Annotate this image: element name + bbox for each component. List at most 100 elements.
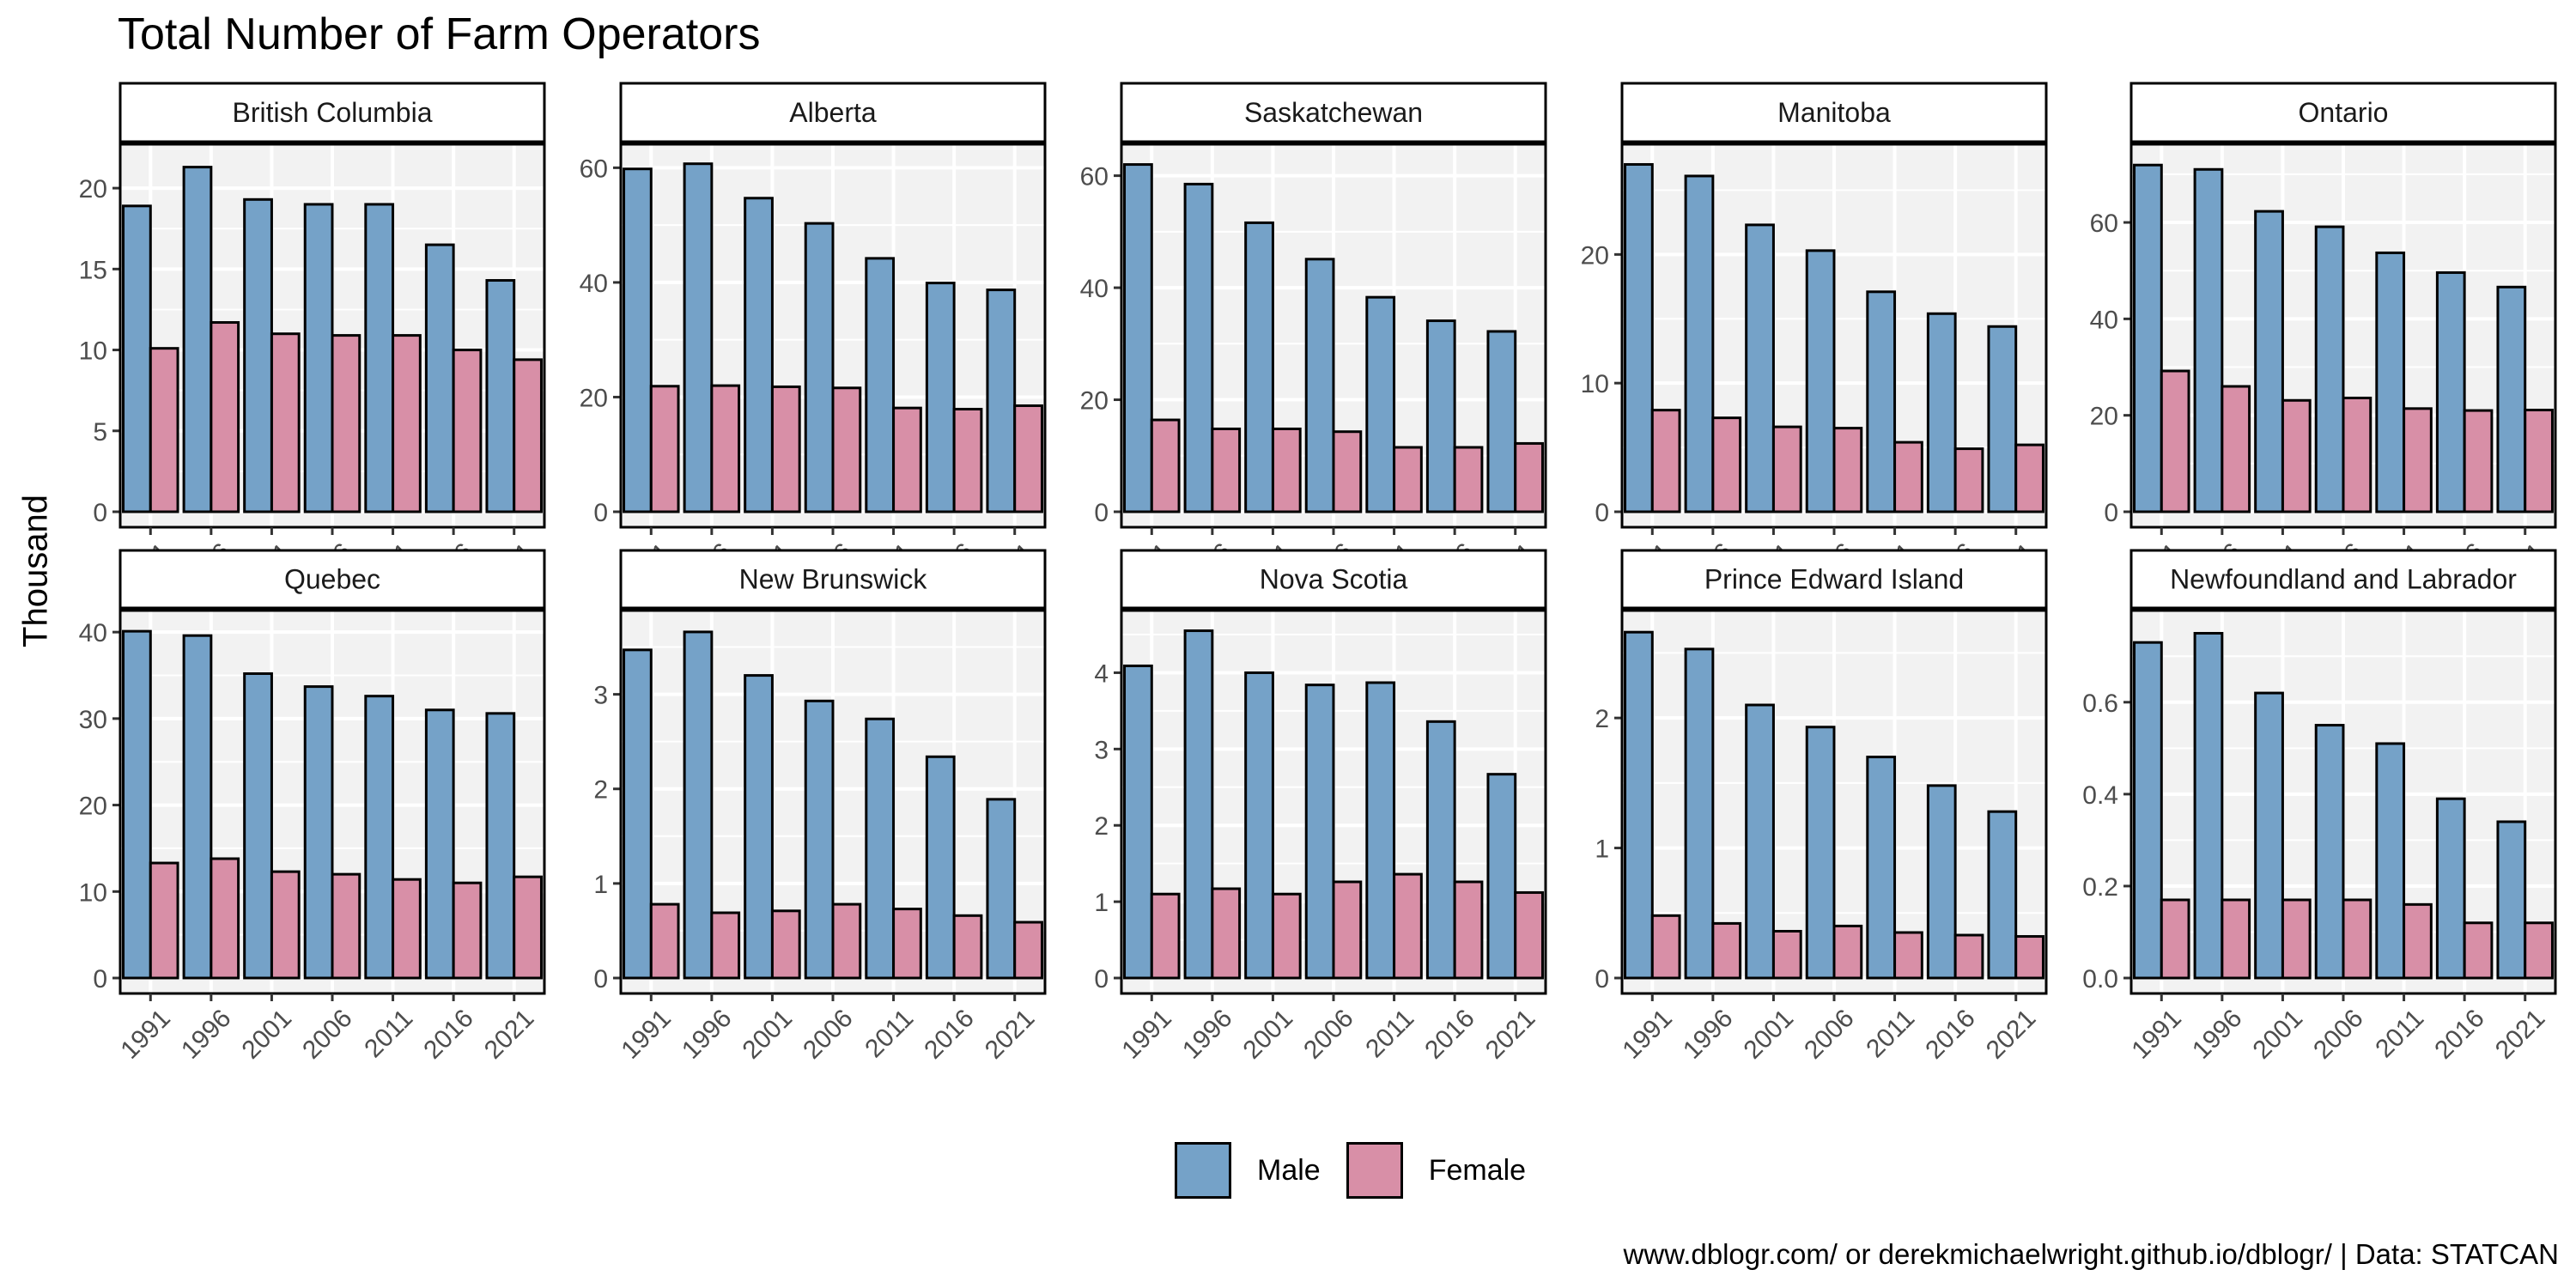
bar-female-2016 — [1453, 880, 1484, 980]
legend-item-male: Male — [1175, 1142, 1321, 1199]
facet-strip-saskatchewan — [1120, 82, 1547, 143]
bar-male-1996 — [683, 630, 714, 980]
bar-male-2021 — [2496, 285, 2527, 513]
bar-female-2021 — [1514, 890, 1544, 980]
facet-strip-nova-scotia — [1120, 549, 1547, 610]
y-tick-label: 0 — [93, 965, 107, 993]
facet-quebec: Quebec 0 10 20 30 40 1991 1996 2001 2006 2011 2016 2… — [79, 549, 546, 1065]
y-tick-label: 40 — [580, 270, 608, 298]
facet-strip-new-brunswick — [619, 549, 1047, 610]
bar-female-2006 — [331, 872, 361, 980]
facet-strip-manitoba — [1620, 82, 2048, 143]
bar-male-2021 — [1486, 330, 1517, 513]
facet-title-alberta: Alberta — [789, 97, 877, 128]
bar-female-2016 — [1453, 446, 1484, 513]
bar-male-2001 — [243, 671, 273, 980]
bar-male-1991 — [1123, 163, 1153, 513]
bar-female-1996 — [210, 321, 240, 513]
facet-strip-newfoundland-and-labrador — [2129, 549, 2557, 610]
x-tick-label: 2021 — [1981, 1004, 2042, 1065]
bar-male-2021 — [2496, 820, 2527, 980]
bar-female-1996 — [710, 384, 741, 513]
bar-female-2006 — [2342, 898, 2372, 980]
bar-male-1991 — [1123, 664, 1153, 980]
bar-female-2001 — [2281, 898, 2312, 980]
y-tick-label: 0 — [93, 499, 107, 527]
facet-nova-scotia: Nova Scotia 0 1 2 3 4 1991 1996 2001 2006 2011 2016… — [1094, 549, 1547, 1065]
bar-male-2006 — [303, 685, 334, 980]
bar-female-1991 — [1650, 914, 1681, 980]
bar-male-2011 — [364, 695, 395, 980]
legend-key-male — [1175, 1142, 1231, 1199]
bar-female-2021 — [2524, 409, 2554, 513]
bar-female-2001 — [270, 332, 301, 513]
bar-female-2006 — [1332, 880, 1363, 980]
x-tick-label: 1991 — [1116, 1004, 1177, 1065]
bar-male-2016 — [424, 243, 455, 513]
bar-male-2016 — [1425, 720, 1456, 980]
chart-title: Total Number of Farm Operators — [118, 9, 761, 59]
bar-male-2001 — [1745, 223, 1775, 513]
x-tick-label: 2016 — [418, 1004, 479, 1065]
x-tick-label: 2016 — [2429, 1004, 2490, 1065]
bar-female-2001 — [1771, 425, 1802, 513]
x-tick-label: 1996 — [176, 1004, 237, 1065]
x-tick-label: 1996 — [677, 1004, 738, 1065]
bar-male-1991 — [623, 648, 653, 980]
bar-male-2011 — [865, 717, 896, 980]
y-tick-label: 2 — [1595, 705, 1609, 733]
bar-male-2006 — [1304, 683, 1335, 980]
bar-male-2001 — [744, 674, 774, 980]
bar-male-1996 — [1684, 647, 1715, 980]
bar-male-2001 — [1244, 221, 1274, 513]
bar-male-2021 — [986, 798, 1017, 980]
y-tick-label: 0.2 — [2082, 873, 2118, 902]
bar-male-2011 — [364, 203, 395, 513]
facet-title-new-brunswick: New Brunswick — [739, 564, 928, 595]
bar-female-2021 — [1013, 404, 1043, 513]
bar-female-2016 — [952, 407, 983, 513]
x-tick-label: 2001 — [2248, 1004, 2309, 1065]
facet-title-newfoundland-and-labrador: Newfoundland and Labrador — [2170, 564, 2517, 595]
y-tick-label: 0.6 — [2082, 690, 2118, 718]
x-tick-label: 2001 — [237, 1004, 298, 1065]
y-tick-label: 0 — [1094, 499, 1109, 527]
y-tick-label: 15 — [79, 256, 107, 284]
bar-male-2006 — [804, 699, 835, 980]
y-tick-label: 1 — [1094, 889, 1109, 917]
bar-female-1996 — [1211, 427, 1242, 513]
bar-male-2021 — [1987, 810, 2018, 980]
y-tick-label: 0 — [593, 965, 608, 993]
y-tick-label: 5 — [93, 418, 107, 447]
bar-male-1991 — [2133, 163, 2163, 513]
bar-male-2001 — [243, 197, 273, 513]
bar-female-2006 — [1332, 430, 1363, 513]
bar-male-2011 — [1866, 756, 1897, 980]
bar-male-2006 — [804, 222, 835, 513]
x-tick-label: 2006 — [297, 1004, 358, 1065]
facet-strip-ontario — [2129, 82, 2557, 143]
bar-female-2006 — [1832, 427, 1863, 513]
y-tick-label: 2 — [593, 776, 608, 805]
x-tick-label: 2006 — [798, 1004, 859, 1065]
bar-male-2021 — [1486, 773, 1517, 980]
y-tick-label: 40 — [1080, 275, 1109, 303]
bar-female-2011 — [1893, 440, 1923, 513]
bar-male-1991 — [623, 167, 653, 513]
x-tick-label: 2001 — [738, 1004, 799, 1065]
facet-title-manitoba: Manitoba — [1777, 97, 1891, 128]
bar-male-1996 — [2193, 631, 2224, 980]
facet-title-quebec: Quebec — [284, 564, 380, 595]
y-tick-label: 40 — [79, 619, 107, 647]
y-tick-label: 3 — [1094, 736, 1109, 764]
bar-female-2016 — [452, 349, 483, 513]
x-tick-label: 2011 — [1861, 1004, 1920, 1063]
y-tick-label: 20 — [1080, 387, 1109, 416]
x-tick-label: 1991 — [2126, 1004, 2187, 1065]
bar-male-1996 — [1183, 182, 1214, 513]
facet-title-nova-scotia: Nova Scotia — [1260, 564, 1408, 595]
bar-male-2006 — [2314, 225, 2345, 513]
bar-male-2016 — [424, 708, 455, 980]
bar-female-2011 — [1893, 931, 1923, 980]
